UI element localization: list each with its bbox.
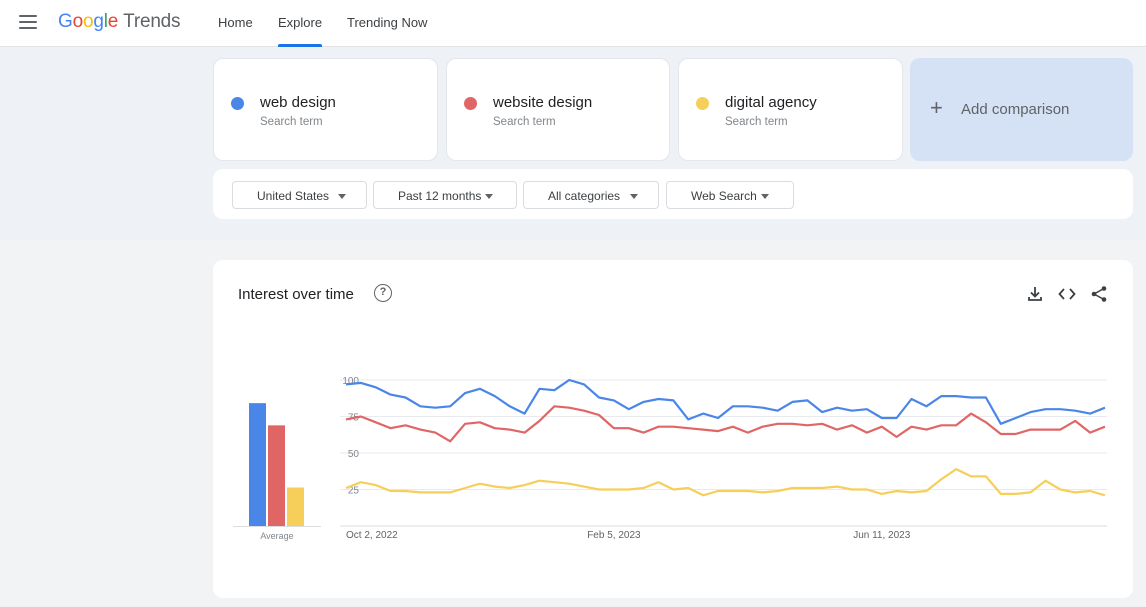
interest-over-time-chart: Average 25 50 75 100 Oct 2, 2022 Feb 5, 2023… — [233, 376, 1107, 541]
embed-code-icon[interactable] — [1057, 284, 1077, 304]
nav-tab-home[interactable]: Home — [218, 15, 253, 30]
interest-over-time-card: Interest over time ? Average 25 50 75 100 O… — [213, 260, 1133, 598]
search-term-card-digital-agency[interactable]: digital agency Search term — [678, 58, 903, 161]
series-color-dot — [464, 97, 477, 110]
average-bar-digital-agency — [287, 487, 304, 526]
filter-bar: United States Past 12 months All categor… — [213, 169, 1133, 219]
y-tick-label: 100 — [342, 376, 359, 387]
hamburger-menu-icon[interactable] — [19, 15, 37, 29]
region-dropdown[interactable]: United States — [232, 181, 367, 209]
search-term-name: web design — [260, 94, 336, 111]
search-term-card-website-design[interactable]: website design Search term — [446, 58, 670, 161]
y-tick-label: 25 — [348, 486, 360, 497]
x-tick-label: Feb 5, 2023 — [587, 530, 641, 541]
series-line-web-design — [345, 378, 1106, 425]
search-term-name: digital agency — [725, 94, 817, 111]
x-tick-label: Jun 11, 2023 — [853, 530, 911, 541]
dropdown-caret-icon — [630, 194, 638, 199]
average-bar-website-design — [268, 425, 285, 526]
chart-title: Interest over time — [238, 286, 354, 303]
search-term-type: Search term — [260, 116, 323, 128]
dropdown-caret-icon — [485, 194, 493, 199]
time-range-dropdown[interactable]: Past 12 months — [373, 181, 517, 209]
y-tick-label: 75 — [348, 413, 360, 424]
category-dropdown[interactable]: All categories — [523, 181, 659, 209]
x-tick-label: Oct 2, 2022 — [346, 530, 398, 541]
add-comparison-button[interactable]: + Add comparison — [910, 58, 1133, 161]
top-app-bar: Google Trends Home Explore Trending Now — [0, 0, 1146, 47]
search-term-type: Search term — [725, 116, 788, 128]
series-color-dot — [231, 97, 244, 110]
average-label: Average — [260, 531, 293, 541]
search-term-name: website design — [493, 94, 593, 111]
dropdown-caret-icon — [761, 194, 769, 199]
average-bar-web-design — [249, 403, 266, 526]
help-circle-icon[interactable]: ? — [374, 284, 392, 302]
series-color-dot — [696, 97, 709, 110]
chart-series-lines — [345, 378, 1106, 497]
average-bar-chart: Average — [233, 403, 321, 541]
download-icon[interactable] — [1025, 284, 1045, 304]
plus-icon: + — [930, 95, 943, 120]
x-axis-labels: Oct 2, 2022 Feb 5, 2023 Jun 11, 2023 — [346, 530, 911, 541]
active-tab-indicator — [278, 44, 322, 47]
series-line-website-design — [345, 405, 1106, 443]
dropdown-caret-icon — [338, 194, 346, 199]
nav-tab-explore[interactable]: Explore — [278, 15, 323, 30]
series-line-digital-agency — [345, 468, 1106, 497]
search-type-dropdown[interactable]: Web Search — [666, 181, 794, 209]
chart-gridlines: 25 50 75 100 — [340, 376, 1107, 527]
share-icon[interactable] — [1089, 284, 1109, 304]
nav-tab-trending-now[interactable]: Trending Now — [347, 15, 428, 30]
google-trends-logo[interactable]: Google Trends — [58, 11, 181, 32]
y-tick-label: 50 — [348, 449, 360, 460]
add-comparison-label: Add comparison — [961, 101, 1070, 118]
search-term-card-web-design[interactable]: web design Search term — [213, 58, 438, 161]
search-term-type: Search term — [493, 116, 556, 128]
